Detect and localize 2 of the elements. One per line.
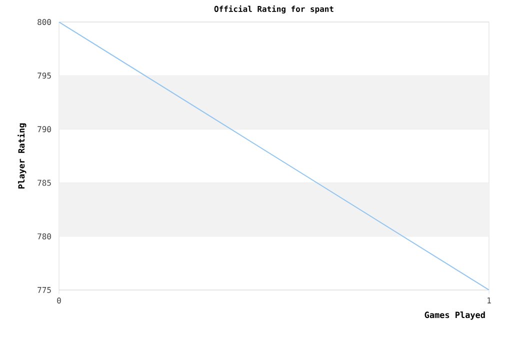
y-axis-title: Player Rating [18,123,26,188]
x-axis-title: Games Played [424,312,485,320]
